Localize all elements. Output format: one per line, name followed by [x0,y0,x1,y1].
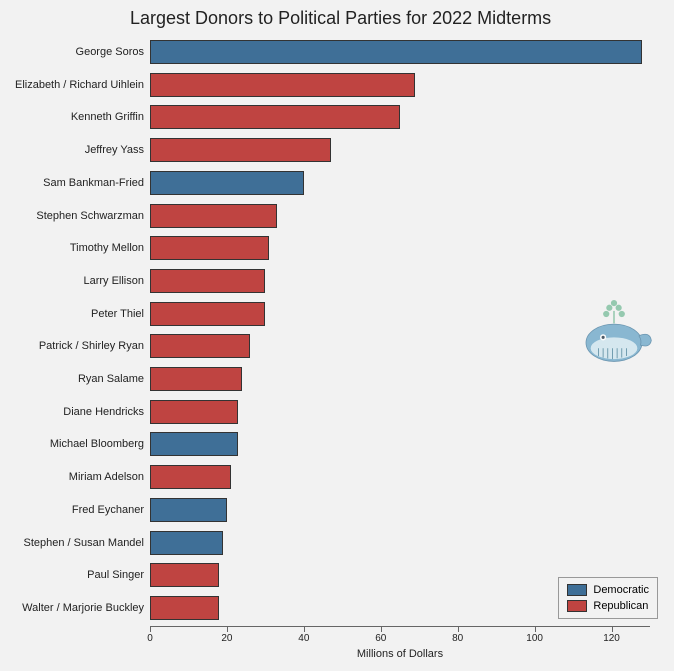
whale-watermark-icon [574,300,654,370]
bar-row [150,73,415,97]
legend-label: Republican [593,598,648,614]
donor-name: Kenneth Griffin [4,105,144,129]
donor-name: Larry Ellison [4,269,144,293]
x-tick [535,627,536,632]
bar-row [150,171,304,195]
donor-name: Stephen / Susan Mandel [4,531,144,555]
bar [150,400,238,424]
x-tick-label: 80 [452,633,463,644]
bar [150,531,223,555]
x-tick [227,627,228,632]
bar [150,171,304,195]
bar [150,40,642,64]
legend-item-democratic: Democratic [567,582,649,598]
x-tick-label: 100 [526,633,543,644]
donor-name: Michael Bloomberg [4,432,144,456]
legend: Democratic Republican [558,577,658,619]
donor-name: Stephen Schwarzman [4,204,144,228]
x-tick-label: 20 [221,633,232,644]
bar [150,138,331,162]
chart-title: Largest Donors to Political Parties for … [130,8,551,29]
x-axis-label: Millions of Dollars [150,648,650,660]
bar [150,269,265,293]
x-tick-label: 60 [375,633,386,644]
bar-row [150,334,250,358]
bar [150,465,231,489]
donor-name: George Soros [4,40,144,64]
bar [150,498,227,522]
bar [150,367,242,391]
x-tick [381,627,382,632]
x-tick-label: 0 [147,633,153,644]
bar-row [150,531,223,555]
bar-row [150,302,265,326]
legend-item-republican: Republican [567,598,649,614]
donor-name: Miriam Adelson [4,465,144,489]
bar-row [150,498,227,522]
bar [150,596,219,620]
x-tick [612,627,613,632]
bar-row [150,204,277,228]
donor-name: Timothy Mellon [4,236,144,260]
donor-name: Walter / Marjorie Buckley [4,596,144,620]
donor-name: Elizabeth / Richard Uihlein [4,73,144,97]
legend-swatch-democratic [567,584,587,596]
bar-row [150,40,642,64]
donor-chart: Largest Donors to Political Parties for … [0,0,674,671]
bar [150,236,269,260]
donor-name: Sam Bankman-Fried [4,171,144,195]
legend-swatch-republican [567,600,587,612]
bar-row [150,269,265,293]
x-tick [150,627,151,632]
bar [150,563,219,587]
legend-label: Democratic [593,582,649,598]
x-tick [304,627,305,632]
donor-name: Paul Singer [4,563,144,587]
bar [150,204,277,228]
x-tick-label: 120 [603,633,620,644]
donor-name: Diane Hendricks [4,400,144,424]
bar-row [150,596,219,620]
bar-row [150,563,219,587]
donor-name: Ryan Salame [4,367,144,391]
x-tick-label: 40 [298,633,309,644]
bar-row [150,465,231,489]
bar-row [150,236,269,260]
bar-row [150,138,331,162]
bar [150,334,250,358]
bar-row [150,367,242,391]
bar [150,73,415,97]
x-tick [458,627,459,632]
donor-name: Jeffrey Yass [4,138,144,162]
bar [150,105,400,129]
donor-name: Fred Eychaner [4,498,144,522]
bar [150,432,238,456]
donor-name: Patrick / Shirley Ryan [4,334,144,358]
donor-name: Peter Thiel [4,302,144,326]
bar [150,302,265,326]
bar-row [150,105,400,129]
bar-row [150,432,238,456]
bar-row [150,400,238,424]
